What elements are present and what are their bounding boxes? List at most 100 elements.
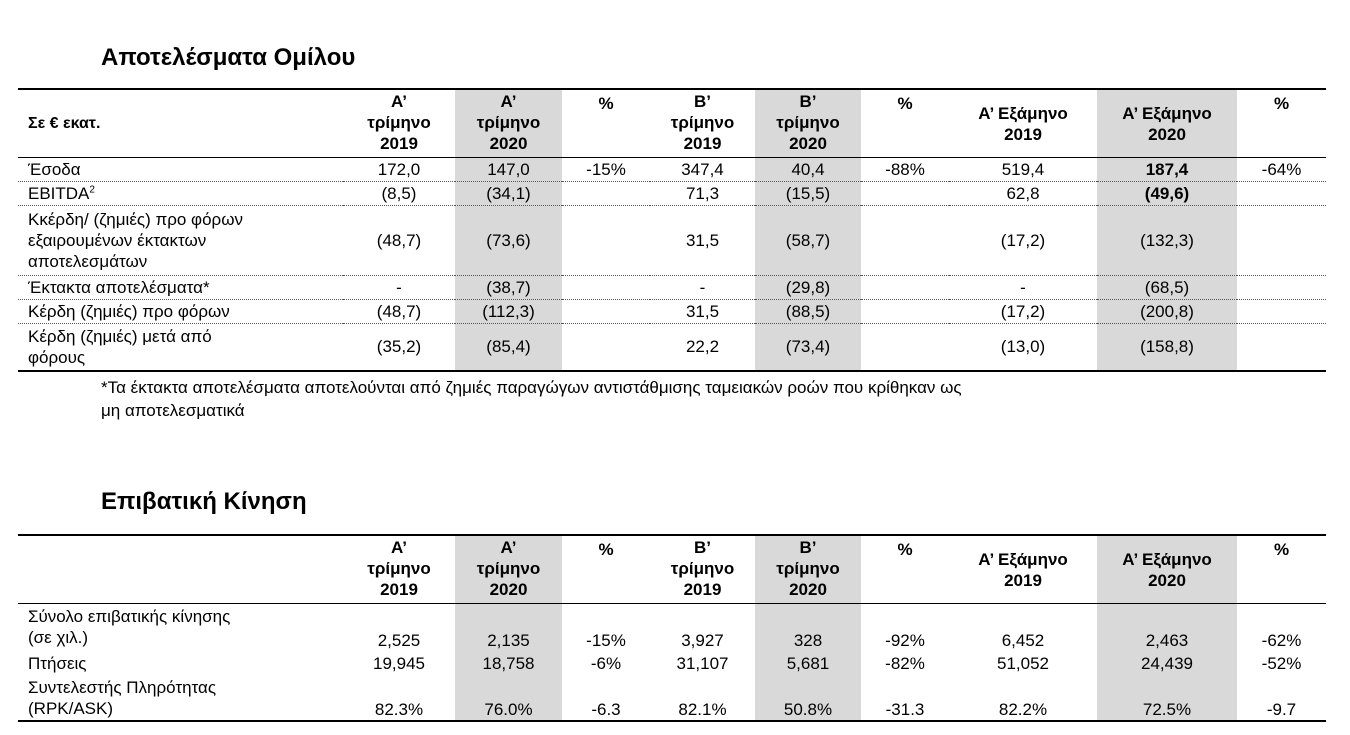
cell-value: (48,7) — [376, 230, 422, 250]
cell-value: 2,135 — [455, 603, 562, 651]
cell-value: (34,1) — [455, 181, 562, 205]
col-header-pct: % — [1273, 540, 1290, 559]
cell-value: 24,439 — [1097, 651, 1237, 675]
cell-value: 22,2 — [685, 337, 720, 357]
cell-value — [861, 323, 949, 371]
cell-value — [562, 323, 650, 371]
cell-value: - — [1020, 277, 1026, 297]
section-title-group-results: Αποτελέσματα Ομίλου — [101, 44, 356, 71]
cell-value: 172,0 — [377, 159, 421, 179]
cell-value: -92% — [885, 631, 925, 650]
table-row-ebitda: EBITDA2 (8,5) (34,1) 71,3 (15,5) 62,8 (4… — [18, 181, 1326, 205]
col-header-q2-2019: Β’ τρίμηνο 2019 — [670, 92, 735, 153]
cell-value: (49,6) — [1097, 181, 1237, 205]
cell-value: 187,4 — [1097, 157, 1237, 181]
cell-value: (8,5) — [381, 183, 417, 203]
table-row-load-factor: Συντελεστής Πληρότητας (RPK/ASK) 82.3% 76… — [18, 675, 1326, 721]
cell-value — [1237, 181, 1326, 205]
cell-value: 147,0 — [455, 157, 562, 181]
row-label: EBITDA2 — [28, 183, 95, 203]
cell-value: -6.3 — [591, 700, 621, 719]
unit-label: Σε € εκατ. — [28, 115, 101, 133]
cell-value — [861, 275, 949, 299]
cell-value: 71,3 — [685, 183, 720, 203]
cell-value: 72.5% — [1097, 675, 1237, 721]
col-header-pct: % — [897, 540, 913, 559]
table-row-pretax-excl-extraordinary: Κκέρδη/ (ζημιές) προ φόρων εξαιρουμένων έ… — [18, 205, 1326, 275]
table-row-pretax: Κέρδη (ζημιές) προ φόρων (48,7) (112,3) … — [18, 299, 1326, 323]
cell-value: 76.0% — [455, 675, 562, 721]
cell-value: -64% — [1261, 159, 1302, 179]
cell-value: - — [396, 277, 402, 297]
cell-value: 3,927 — [681, 631, 724, 650]
cell-value: 50.8% — [755, 675, 861, 721]
col-header-pct: % — [1273, 94, 1290, 113]
col-header-h1-2019: Α’ Εξάμηνο 2019 — [978, 103, 1068, 144]
cell-value: (17,2) — [1000, 301, 1046, 321]
cell-value: (200,8) — [1097, 299, 1237, 323]
cell-value: 2,463 — [1097, 603, 1237, 651]
cell-value: (88,5) — [755, 299, 861, 323]
cell-value: - — [699, 277, 706, 297]
cell-value: (85,4) — [455, 323, 562, 371]
cell-value — [1237, 323, 1326, 371]
col-header-q2-2020: Β’ τρίμηνο 2020 — [755, 535, 861, 603]
col-header-q1-2019: Α’ τρίμηνο 2019 — [367, 92, 431, 153]
cell-value: (73,6) — [455, 205, 562, 275]
cell-value: 82.1% — [678, 700, 727, 719]
cell-value: (158,8) — [1097, 323, 1237, 371]
table-header-row: Σε € εκατ. Α’ τρίμηνο 2019 Α’ τρίμηνο 2020 %… — [18, 89, 1326, 157]
table-row-extraordinary: Έκτακτα αποτελέσματα* - (38,7) - (29,8) … — [18, 275, 1326, 299]
cell-value: (58,7) — [755, 205, 861, 275]
footnote: *Τα έκτακτα αποτελέσματα αποτελούνται απ… — [101, 378, 962, 420]
table-row-total-passengers: Σύνολο επιβατικής κίνησης (σε χιλ.) 2,525… — [18, 603, 1326, 651]
cell-value: 62,8 — [1006, 183, 1040, 203]
cell-value: 82.2% — [998, 700, 1048, 719]
col-header-h1-2019: Α’ Εξάμηνο 2019 — [978, 549, 1068, 590]
cell-value: 31,107 — [676, 653, 729, 673]
col-header-h1-2020: Α’ Εξάμηνο 2020 — [1097, 89, 1237, 157]
row-label: Κέρδη (ζημιές) προ φόρων — [28, 301, 230, 321]
col-header-pct: % — [598, 540, 614, 559]
cell-value — [562, 275, 650, 299]
section-title-passenger-traffic: Επιβατική Κίνηση — [101, 488, 307, 515]
cell-value: (17,2) — [1000, 230, 1046, 250]
cell-value: -62% — [1261, 631, 1302, 650]
cell-value: 19,945 — [373, 653, 425, 673]
cell-value — [562, 181, 650, 205]
cell-value: -88% — [885, 159, 925, 179]
cell-value: (132,3) — [1097, 205, 1237, 275]
cell-value: -52% — [1261, 653, 1302, 673]
cell-value: 31,5 — [685, 230, 720, 250]
row-label: Κέρδη (ζημιές) μετά από φόρους — [28, 326, 212, 367]
cell-value — [1237, 299, 1326, 323]
table-row-after-tax: Κέρδη (ζημιές) μετά από φόρους (35,2) (85… — [18, 323, 1326, 371]
cell-value: (112,3) — [455, 299, 562, 323]
table-header-row: Α’ τρίμηνο 2019 Α’ τρίμηνο 2020 % Β’ τρίμηνο 2… — [18, 535, 1326, 603]
col-header-pct: % — [598, 94, 614, 113]
col-header-q1-2019: Α’ τρίμηνο 2019 — [367, 538, 431, 599]
col-header-pct: % — [897, 94, 913, 113]
cell-value — [562, 299, 650, 323]
cell-value — [861, 205, 949, 275]
cell-value — [562, 205, 650, 275]
cell-value: 347,4 — [681, 159, 724, 179]
cell-value: 51,052 — [997, 653, 1049, 673]
cell-value: (68,5) — [1097, 275, 1237, 299]
cell-value: 2,525 — [377, 631, 421, 650]
cell-value — [861, 299, 949, 323]
cell-value: 328 — [755, 603, 861, 651]
col-header-h1-2020: Α’ Εξάμηνο 2020 — [1097, 535, 1237, 603]
cell-value: -6% — [590, 653, 622, 673]
cell-value: -9.7 — [1266, 700, 1297, 719]
table-row-flights: Πτήσεις 19,945 18,758 -6% 31,107 5,681 -… — [18, 651, 1326, 675]
cell-value: (29,8) — [755, 275, 861, 299]
table-row-revenue: Έσοδα 172,0 147,0 -15% 347,4 40,4 -88% 5… — [18, 157, 1326, 181]
row-label: Σύνολο επιβατικής κίνησης (σε χιλ.) — [28, 607, 231, 648]
cell-value: -31.3 — [885, 700, 925, 719]
col-header-q2-2019: Β’ τρίμηνο 2019 — [670, 538, 735, 599]
cell-value: -82% — [885, 653, 925, 673]
cell-value — [1237, 205, 1326, 275]
cell-value: 5,681 — [755, 651, 861, 675]
footnote-marker: 2 — [89, 183, 95, 195]
